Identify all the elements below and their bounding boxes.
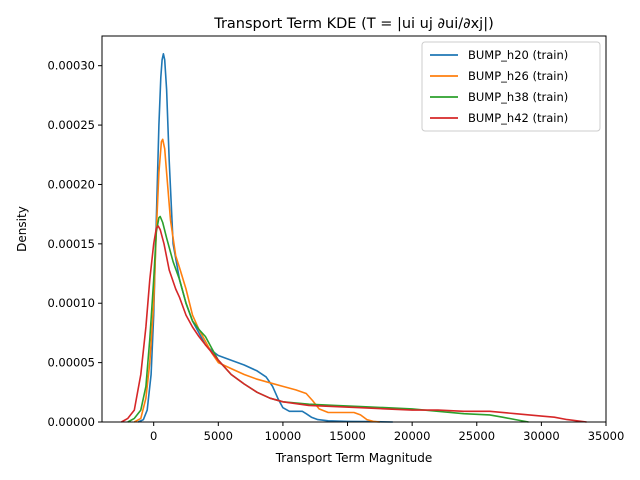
legend-label: BUMP_h42 (train) (468, 111, 568, 125)
x-tick-label: 35000 (588, 429, 625, 443)
y-axis-ticks: 0.00000 0.00005 0.00010 0.00015 0.00020 0.000… (47, 59, 102, 429)
chart-title: Transport Term KDE (T = |ui uj ∂ui/∂xj|) (213, 16, 494, 32)
series-line-1 (137, 53, 393, 423)
legend-label: BUMP_h26 (train) (468, 69, 568, 83)
x-tick-label: 20000 (394, 429, 431, 443)
series-line-2 (133, 138, 380, 423)
x-tick-label: 25000 (458, 429, 495, 443)
legend-box (421, 41, 601, 132)
y-tick-label: 0.00005 (47, 356, 95, 370)
y-tick-label: 0.00020 (47, 177, 95, 191)
y-tick-label: 0.00000 (47, 415, 95, 429)
y-tick-label: 0.00010 (47, 296, 95, 310)
y-axis-label: Density (15, 206, 29, 252)
x-tick-label: 5000 (204, 429, 233, 443)
axes-frame (101, 35, 607, 423)
x-axis-ticks: 0 5000 10000 15000 20000 25000 30000 35000 (150, 422, 624, 443)
x-tick-label: 15000 (329, 429, 366, 443)
x-tick-label: 0 (150, 429, 157, 443)
x-tick-label: 30000 (523, 429, 560, 443)
legend-label: BUMP_h38 (train) (468, 90, 568, 104)
x-axis-label: Transport Term Magnitude (275, 451, 433, 465)
legend-label: BUMP_h20 (train) (468, 48, 568, 62)
series-line-4 (121, 225, 587, 423)
plot-area (121, 53, 587, 423)
y-tick-label: 0.00025 (47, 118, 95, 132)
y-tick-label: 0.00015 (47, 237, 95, 251)
x-tick-label: 10000 (265, 429, 302, 443)
y-tick-label: 0.00030 (47, 59, 95, 73)
legend: BUMP_h20 (train) BUMP_h26 (train) BUMP_h38… (421, 41, 601, 132)
